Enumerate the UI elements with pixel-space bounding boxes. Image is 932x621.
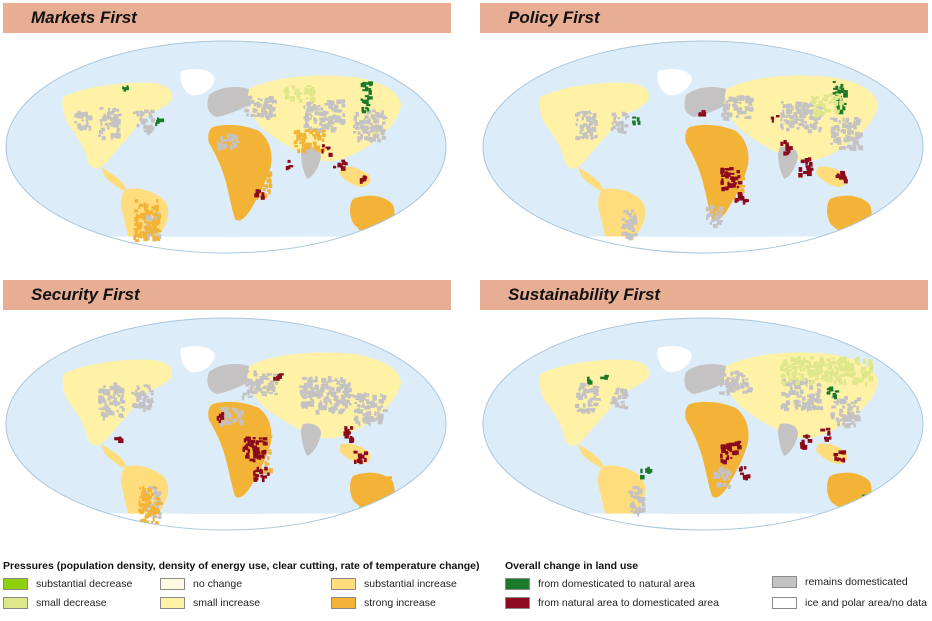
panel-header: Markets First [3, 3, 451, 33]
legend-title: Overall change in land use [505, 560, 639, 572]
legend-swatch [3, 578, 28, 590]
world-map-policy-first [482, 40, 924, 254]
panel-header: Sustainability First [480, 280, 928, 310]
legend-label: no change [193, 578, 243, 590]
legend-swatch [160, 578, 185, 590]
panel-header: Security First [3, 280, 451, 310]
legend-swatch [160, 597, 185, 609]
legend-pressures: Pressures (population density, density o… [3, 560, 480, 620]
legend-label: remains domesticated [805, 576, 908, 588]
panel-title: Security First [31, 285, 140, 304]
world-map-security-first [5, 317, 447, 531]
legend-label: strong increase [364, 597, 436, 609]
legend-swatch [331, 597, 356, 609]
legend-swatch [772, 597, 797, 609]
legend-swatch [3, 597, 28, 609]
panel-title: Markets First [31, 8, 137, 27]
panel-header: Policy First [480, 3, 928, 33]
legend-label: from natural area to domesticated area [538, 597, 719, 609]
panel-security-first: Security First [3, 280, 451, 542]
legend-label: from domesticated to natural area [538, 578, 695, 590]
panel-title: Sustainability First [508, 285, 661, 304]
legend-swatch [505, 597, 530, 609]
panel-sustainability-first: Sustainability First [480, 280, 928, 542]
legend-swatch [772, 576, 797, 588]
world-map-markets-first [5, 40, 447, 254]
legend-label: small increase [193, 597, 261, 609]
legend-land-use: Overall change in land use from domestic… [505, 560, 930, 620]
legend-label: ice and polar area/no data [805, 597, 928, 609]
panel-title: Policy First [508, 8, 600, 27]
legend-swatch [331, 578, 356, 590]
legend-label: substantial increase [364, 578, 457, 590]
panel-markets-first: Markets First [3, 3, 451, 265]
panel-policy-first: Policy First [480, 3, 928, 265]
legend-title: Pressures (population density, density o… [3, 560, 480, 572]
legend-swatch [505, 578, 530, 590]
legend-label: substantial decrease [36, 578, 133, 590]
world-map-sustainability-first [482, 317, 924, 531]
legend-label: small decrease [36, 597, 107, 609]
